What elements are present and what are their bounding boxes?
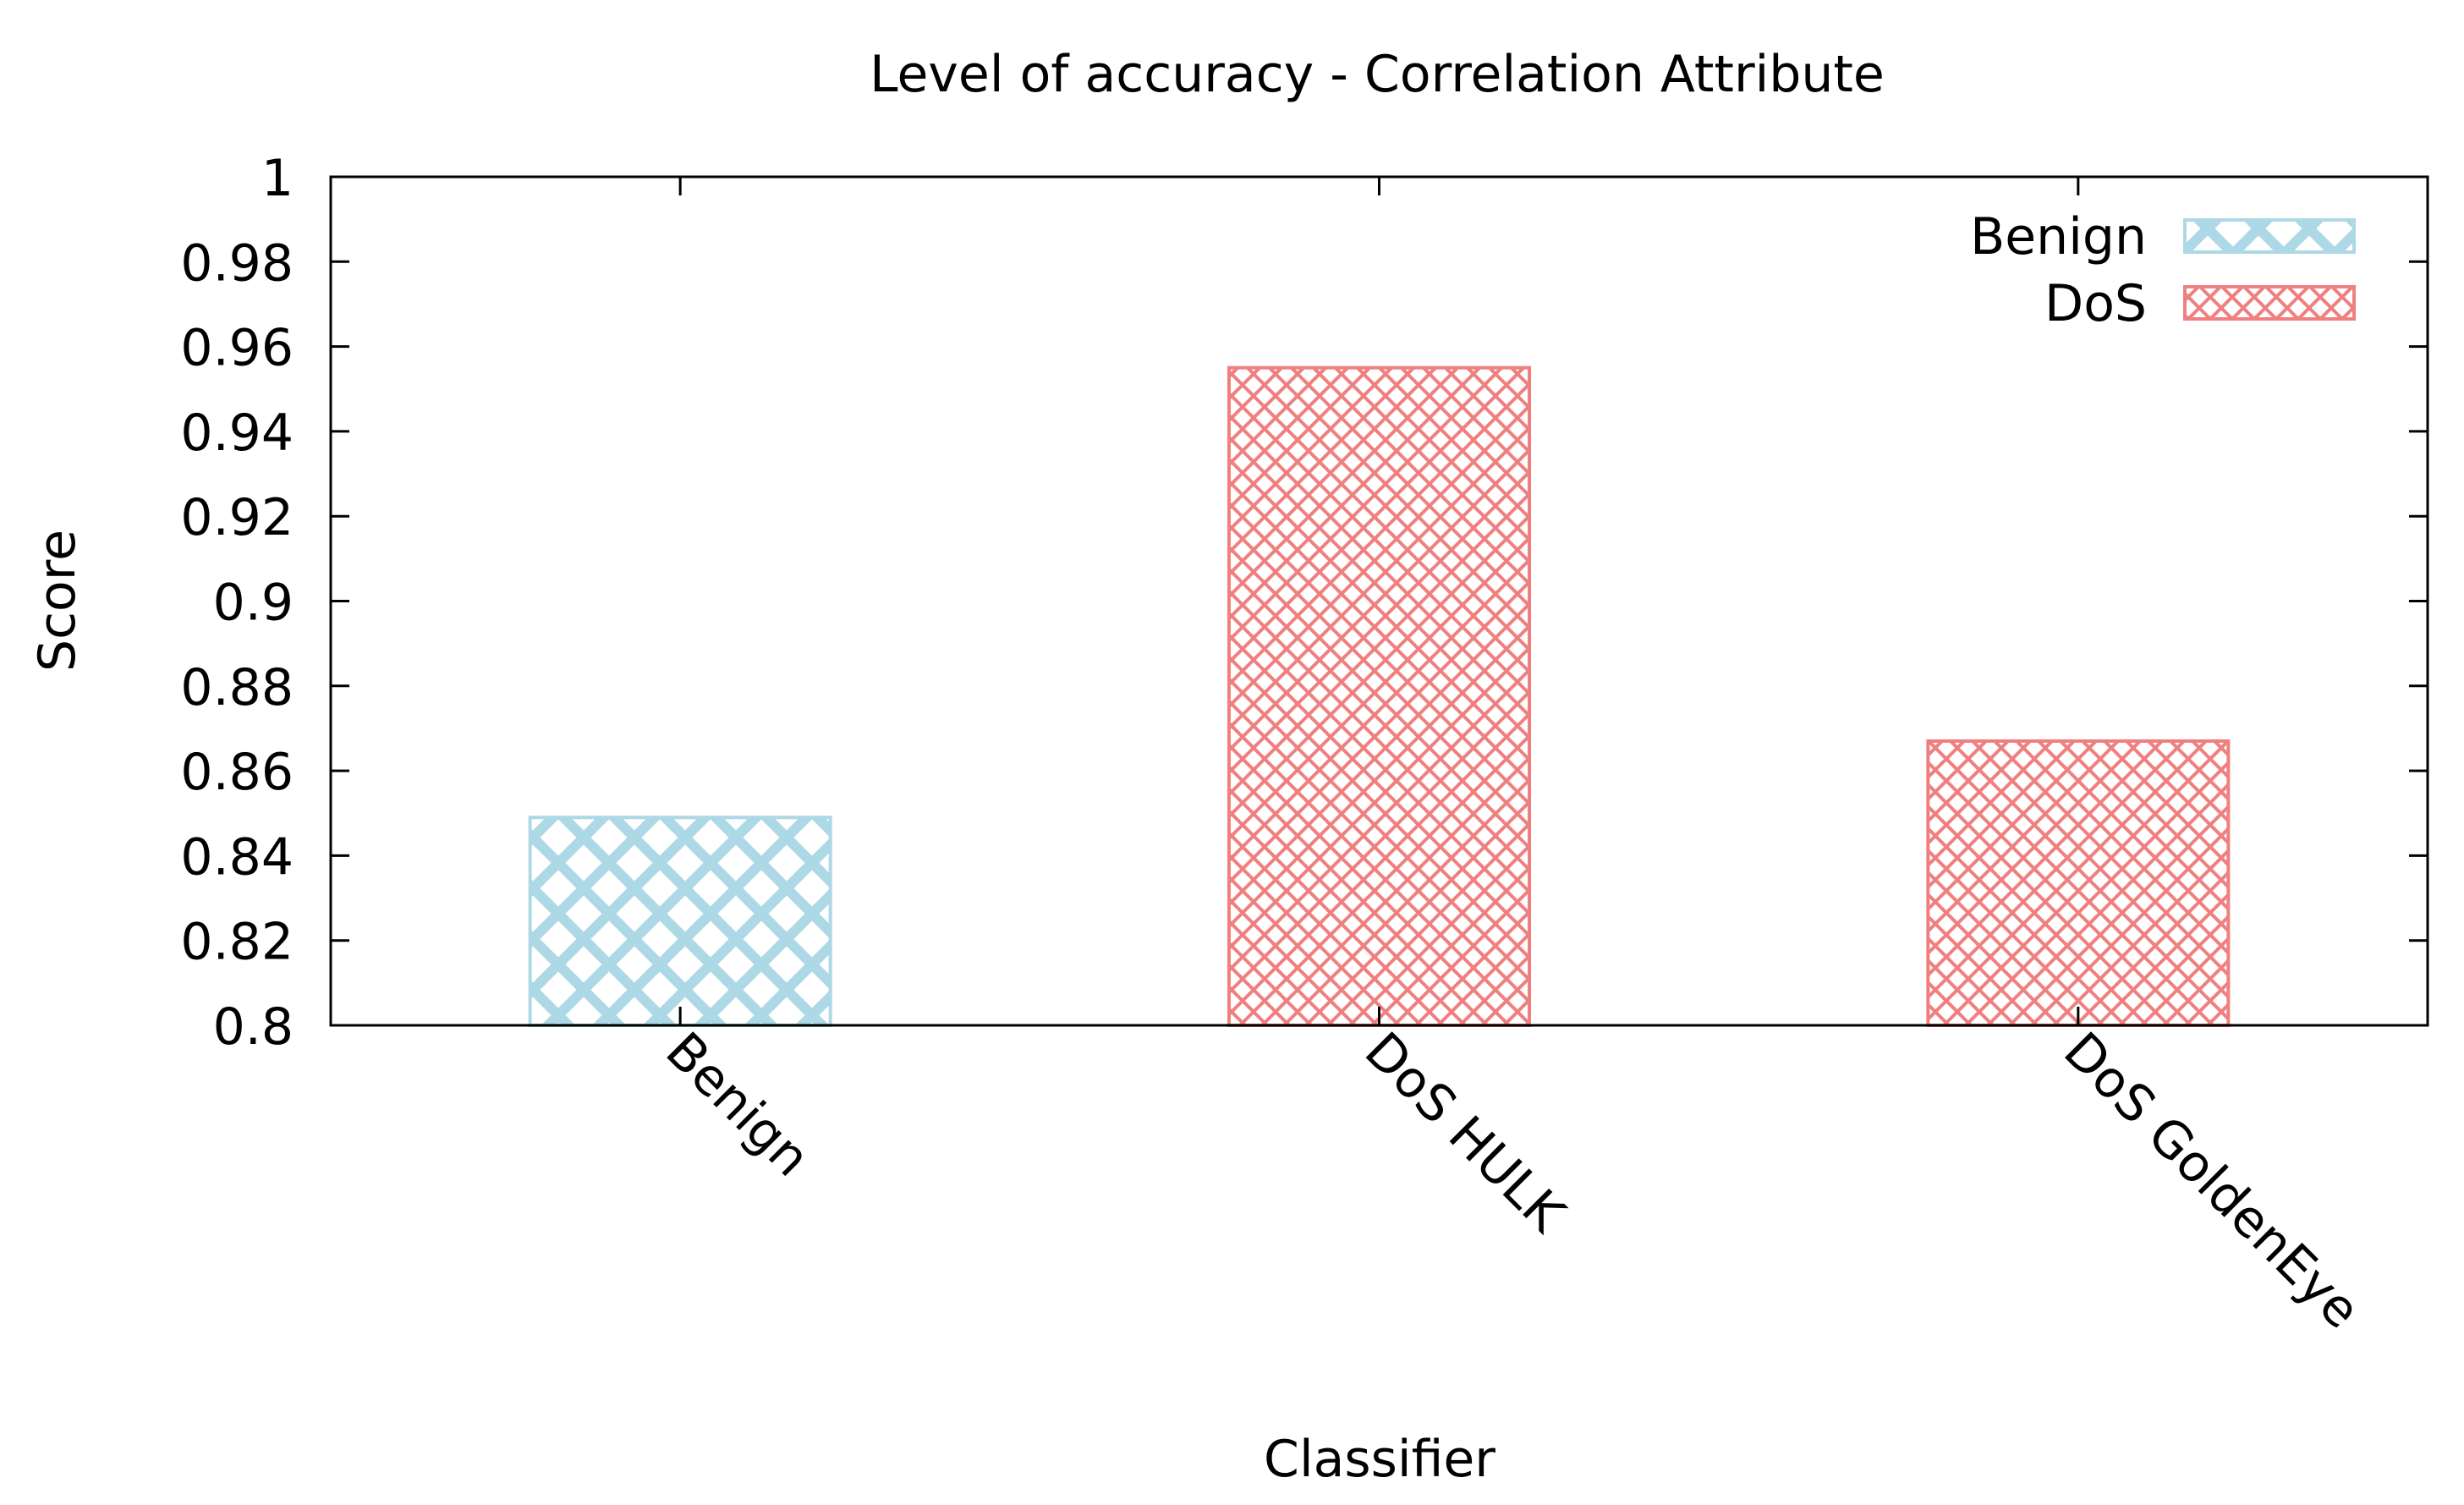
- legend-swatch: [2183, 285, 2356, 321]
- x-tick-label: DoS GoldenEye: [2052, 1021, 2371, 1340]
- y-tick-label: 0.88: [180, 658, 294, 717]
- legend-label: DoS: [2044, 274, 2147, 333]
- y-tick-label: 0.96: [180, 319, 294, 378]
- y-tick-label: 1: [261, 149, 294, 208]
- bars-layer: [528, 365, 2231, 1028]
- bar-benign: [528, 816, 832, 1028]
- y-tick-label: 0.9: [213, 574, 294, 633]
- x-tick-labels: Benign DoS HULK DoS GoldenEye: [655, 1021, 2372, 1340]
- legend-label: Benign: [1970, 207, 2147, 266]
- y-tick-label: 0.94: [180, 404, 294, 463]
- x-tick-label: Benign: [655, 1021, 821, 1188]
- y-tick-label: 0.82: [180, 913, 294, 972]
- y-axis-label: Score: [28, 530, 87, 672]
- y-tick-label: 0.92: [180, 488, 294, 547]
- legend-swatch: [2183, 218, 2356, 254]
- ticks-layer: [331, 175, 2428, 1027]
- x-axis-label: Classifier: [1264, 1430, 1495, 1489]
- bar-dos-hulk: [1227, 365, 1531, 1027]
- x-tick-label: DoS HULK: [1353, 1021, 1577, 1244]
- y-tick-label: 0.8: [213, 997, 294, 1057]
- bar-dos-goldeneye: [1926, 739, 2231, 1027]
- legend: Benign DoS: [1970, 207, 2356, 333]
- y-tick-label: 0.86: [180, 743, 294, 802]
- chart-title: Level of accuracy - Correlation Attribut…: [870, 45, 1885, 104]
- y-tick-labels: 0.8 0.82 0.84 0.86 0.88 0.9 0.92 0.94 0.96 0.98 1: [180, 149, 294, 1057]
- y-tick-label: 0.84: [180, 827, 294, 887]
- y-tick-label: 0.98: [180, 233, 294, 293]
